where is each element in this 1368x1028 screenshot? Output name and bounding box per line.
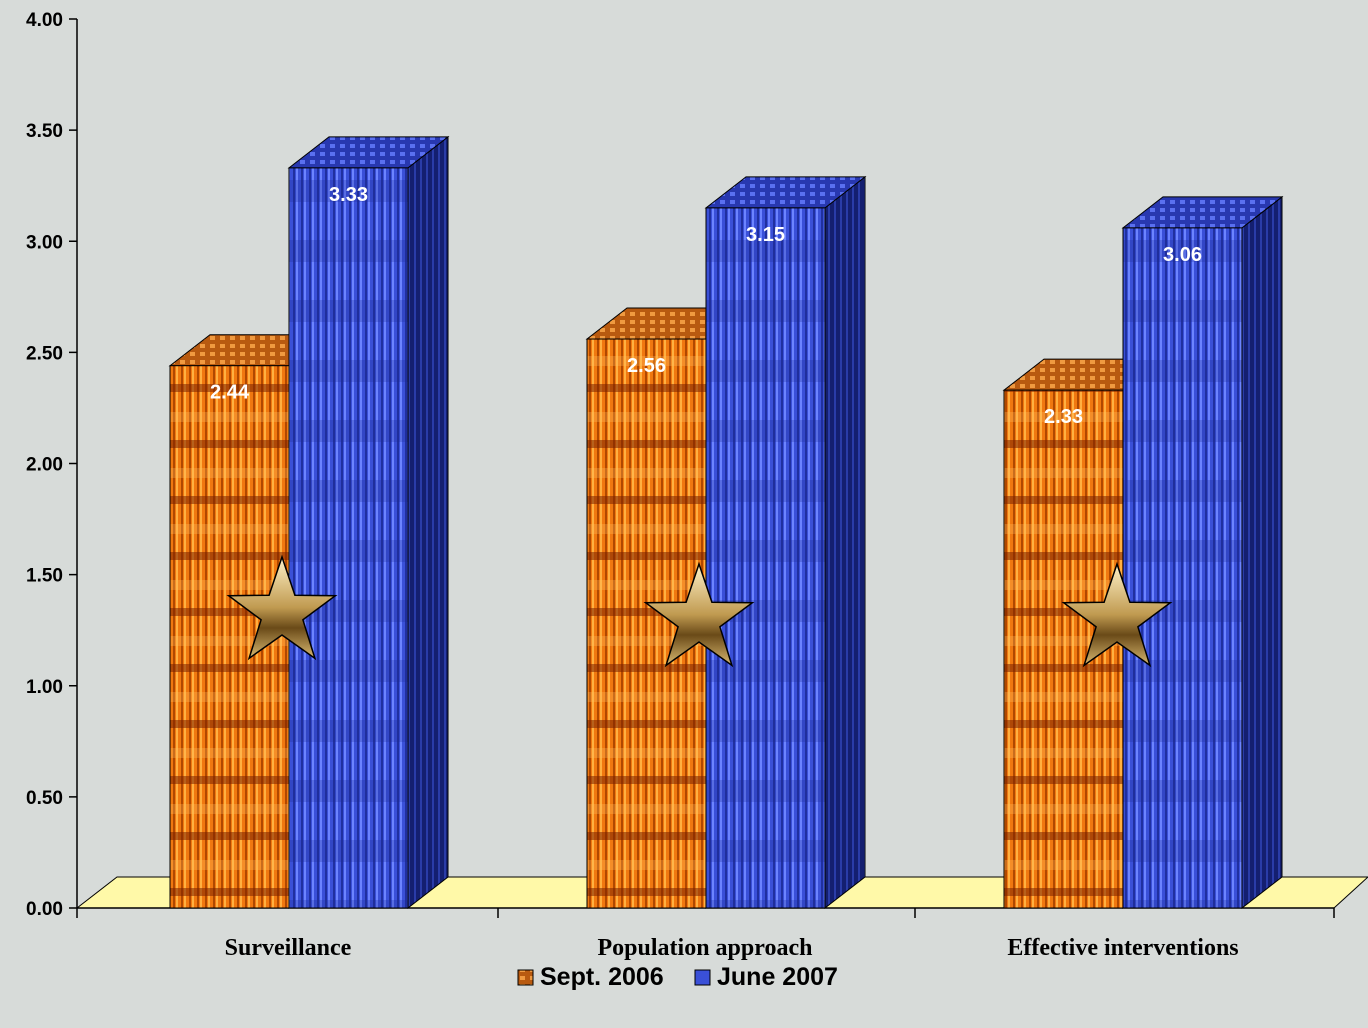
y-tick-label: 4.00 <box>26 10 63 31</box>
bar-side-face <box>824 175 866 910</box>
data-label: 2.33 <box>1044 406 1083 428</box>
x-category-label: Population approach <box>598 935 813 961</box>
legend-label: June 2007 <box>717 963 838 991</box>
bar-side-face <box>1241 195 1283 910</box>
x-category-label: Surveillance <box>225 935 352 961</box>
bar-front-face <box>1122 227 1243 909</box>
data-label: 2.56 <box>627 355 666 377</box>
bar-front-face <box>288 167 409 909</box>
data-label: 3.06 <box>1163 244 1202 266</box>
data-label: 2.44 <box>210 382 250 404</box>
legend-label: Sept. 2006 <box>540 963 664 991</box>
y-tick-label: 2.50 <box>26 343 63 364</box>
bar <box>287 135 450 910</box>
bar-side-face <box>407 135 449 910</box>
star-icon <box>643 561 755 668</box>
legend-swatch <box>694 969 711 986</box>
y-tick-label: 2.00 <box>26 455 63 476</box>
y-tick-label: 3.50 <box>26 121 63 142</box>
data-label: 3.33 <box>329 184 368 206</box>
bar <box>1121 195 1284 910</box>
star-icon <box>1061 561 1173 668</box>
y-tick-label: 0.50 <box>26 788 63 809</box>
legend-swatch <box>517 969 534 986</box>
x-category-label: Effective interventions <box>1007 935 1238 961</box>
y-tick-label: 1.00 <box>26 677 63 698</box>
y-tick-label: 1.50 <box>26 566 63 587</box>
data-label: 3.15 <box>746 224 785 246</box>
y-tick-label: 0.00 <box>26 899 63 920</box>
star-icon <box>226 554 338 661</box>
bar <box>704 175 867 910</box>
y-tick-label: 3.00 <box>26 232 63 253</box>
bar-front-face <box>705 207 826 909</box>
